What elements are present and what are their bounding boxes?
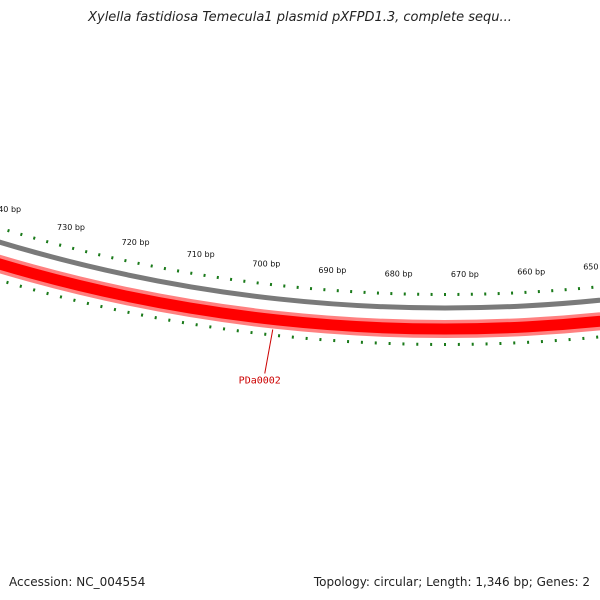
track-layer — [0, 189, 600, 338]
ruler-minor-tick — [176, 269, 180, 273]
accession-label: Accession: — [9, 575, 73, 589]
ruler-minor-tick — [73, 298, 76, 302]
ruler-label: 650 bp — [583, 262, 600, 271]
ruler-minor-tick — [84, 249, 88, 254]
ruler-minor-tick — [71, 246, 75, 251]
ruler-minor-tick — [150, 264, 153, 268]
gene-label[interactable]: PDa0002 — [239, 376, 281, 387]
ruler-minor-tick — [58, 243, 62, 247]
gene-labels: PDa0002 — [239, 329, 281, 387]
ruler-label: 710 bp — [187, 250, 215, 259]
ruler-label: 720 bp — [122, 238, 150, 247]
map-title: Xylella fastidiosa Temecula1 plasmid pXF… — [88, 10, 512, 25]
ruler-minor-tick — [154, 316, 157, 320]
ruler-minor-tick — [140, 313, 144, 317]
ruler-ticks — [6, 228, 599, 346]
ruler-minor-tick — [19, 284, 23, 288]
ruler-minor-tick — [19, 232, 23, 237]
ruler-label: 730 bp — [57, 223, 85, 232]
ruler-minor-tick — [127, 310, 130, 315]
ruler-minor-tick — [46, 291, 49, 296]
accession-info: Accession: NC_004554 — [9, 575, 145, 589]
ruler-minor-tick — [113, 307, 117, 312]
topology-info: Topology: circular; Length: 1,346 bp; Ge… — [313, 575, 590, 589]
ruler-label: 700 bp — [252, 259, 280, 268]
ruler-minor-tick — [45, 239, 49, 244]
ruler-minor-tick — [86, 301, 90, 306]
ruler-minor-tick — [124, 258, 127, 263]
ruler-label: 670 bp — [451, 270, 479, 279]
ruler-minor-tick — [7, 228, 10, 233]
ruler-label: 740 bp — [0, 205, 21, 214]
gene-label-leader — [264, 329, 274, 374]
gene-pda0002-feature[interactable] — [0, 189, 600, 335]
ruler-minor-tick — [32, 236, 36, 240]
ruler-minor-tick — [100, 304, 103, 309]
ruler-label: 660 bp — [517, 268, 545, 277]
ruler-minor-tick — [59, 295, 63, 299]
plasmid-backbone — [0, 239, 600, 311]
ruler-minor-tick — [168, 318, 171, 322]
ruler-minor-tick — [97, 253, 101, 257]
ruler-label: 690 bp — [318, 266, 346, 275]
ruler-minor-tick — [137, 261, 140, 266]
ruler-minor-tick — [6, 280, 9, 285]
ruler-minor-tick — [32, 288, 36, 292]
accession-value: NC_004554 — [76, 575, 146, 589]
ruler-minor-tick — [163, 266, 167, 271]
ruler-label: 680 bp — [385, 269, 413, 278]
ruler-minor-tick — [111, 256, 114, 260]
